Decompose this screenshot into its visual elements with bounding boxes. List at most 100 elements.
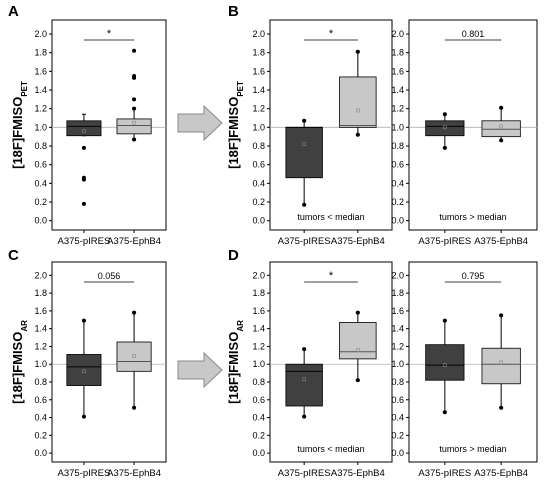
x-category-label: A375-pIRES xyxy=(58,236,111,247)
plot-frame xyxy=(269,19,393,231)
y-tick-label: 1.4 xyxy=(34,324,47,334)
data-point xyxy=(355,132,360,137)
significance-label: * xyxy=(329,270,334,282)
data-point xyxy=(355,49,360,54)
y-tick-label: 1.2 xyxy=(34,341,47,351)
data-point xyxy=(499,138,504,143)
x-category-label: A375-pIRES xyxy=(418,468,471,479)
data-point xyxy=(302,118,307,123)
y-tick-label: 0.4 xyxy=(252,413,265,423)
data-point xyxy=(442,410,447,415)
y-tick-label: 0.6 xyxy=(252,160,265,170)
x-category-label: A375-EphB4 xyxy=(331,468,385,479)
data-point xyxy=(81,201,86,206)
y-tick-label: 0.4 xyxy=(391,413,404,423)
mean-marker xyxy=(356,108,360,113)
y-tick-label: 1.0 xyxy=(391,122,404,132)
significance-label: 0.056 xyxy=(98,271,121,281)
y-tick-label: 0.0 xyxy=(391,216,404,226)
plots-layer: 0.0 0.2 0.4 0.6 0.8 1.0 1.2 1.4 1.6 1.8 2.0 A375-pI… xyxy=(8,3,538,479)
significance-label: 0.795 xyxy=(462,271,485,281)
x-category-label: A375-EphB4 xyxy=(474,236,528,247)
y-tick-label: 0.4 xyxy=(252,178,265,188)
y-tick-label: 2.0 xyxy=(391,29,404,39)
y-tick-label: 1.6 xyxy=(252,66,265,76)
data-point xyxy=(442,112,447,117)
y-tick-label: 0.8 xyxy=(252,141,265,151)
y-tick-label: 0.2 xyxy=(34,430,47,440)
y-tick-label: 1.0 xyxy=(34,122,47,132)
y-tick-label: 0.0 xyxy=(34,216,47,226)
y-tick-label: 0.2 xyxy=(252,197,265,207)
plot-frame xyxy=(408,261,538,463)
y-tick-label: 0.8 xyxy=(391,377,404,387)
y-tick-label: 1.8 xyxy=(34,48,47,58)
box-a375-ephb4 xyxy=(116,310,152,410)
y-tick-label: 1.6 xyxy=(391,306,404,316)
y-tick-label: 0.4 xyxy=(391,178,404,188)
box-a375-ephb4 xyxy=(339,310,377,383)
y-tick-label: 0.0 xyxy=(252,448,265,458)
box-a375-ephb4 xyxy=(339,49,377,137)
y-tick-label: 0.8 xyxy=(391,141,404,151)
iqr-box xyxy=(116,341,152,372)
mean-marker xyxy=(132,120,136,125)
y-tick-label: 0.4 xyxy=(34,178,47,188)
data-point xyxy=(132,310,137,315)
y-tick-label: 1.8 xyxy=(391,48,404,58)
data-point xyxy=(132,97,137,102)
data-point xyxy=(302,414,307,419)
significance-label: * xyxy=(329,28,334,40)
arrows-layer xyxy=(177,104,223,389)
y-tick-label: 0.8 xyxy=(34,377,47,387)
data-point xyxy=(81,318,86,323)
box-a375-pires xyxy=(425,318,465,415)
y-tick-label: 1.6 xyxy=(34,66,47,76)
x-category-label: A375-pIRES xyxy=(278,236,331,247)
y-tick-label: 1.4 xyxy=(252,324,265,334)
y-tick-label: 2.0 xyxy=(34,29,47,39)
mean-marker xyxy=(132,354,136,359)
y-tick-label: 0.2 xyxy=(391,430,404,440)
chart-panel-3: 0.0 0.2 0.4 0.6 0.8 1.0 1.2 1.4 1.6 1.8 2.0 A375-pI… xyxy=(391,19,538,247)
y-tick-label: 0.8 xyxy=(34,141,47,151)
y-axis-label: [18F]FMISOPET xyxy=(226,81,245,169)
iqr-box xyxy=(339,322,377,360)
mean-marker xyxy=(302,377,306,382)
y-tick-label: 1.0 xyxy=(252,359,265,369)
y-tick-label: 1.8 xyxy=(34,288,47,298)
iqr-box xyxy=(285,126,323,179)
y-tick-label: 0.6 xyxy=(252,395,265,405)
box-a375-pires xyxy=(285,347,323,419)
y-tick-label: 1.4 xyxy=(252,85,265,95)
data-point xyxy=(132,75,137,80)
box-a375-pires xyxy=(285,118,323,207)
data-point xyxy=(81,145,86,150)
x-category-label: A375-pIRES xyxy=(278,468,331,479)
data-point xyxy=(132,48,137,53)
y-axis-label: [18F]FMISOPET xyxy=(10,81,29,169)
y-tick-label: 2.0 xyxy=(252,270,265,280)
y-tick-label: 1.8 xyxy=(252,48,265,58)
data-point xyxy=(132,405,137,410)
y-tick-label: 0.0 xyxy=(391,448,404,458)
y-tick-label: 1.6 xyxy=(252,306,265,316)
significance-label: 0.801 xyxy=(462,29,485,39)
plot-frame xyxy=(51,261,167,463)
y-tick-label: 0.6 xyxy=(391,395,404,405)
subgroup-note: tumors > median xyxy=(439,444,506,454)
y-tick-label: 2.0 xyxy=(391,270,404,280)
y-tick-label: 0.6 xyxy=(34,395,47,405)
x-category-label: A375-EphB4 xyxy=(107,468,161,479)
y-tick-label: 1.8 xyxy=(391,288,404,298)
data-point xyxy=(81,414,86,419)
mean-marker xyxy=(302,142,306,146)
y-tick-label: 0.2 xyxy=(391,197,404,207)
y-axis-label: [18F]FMISOAR xyxy=(226,320,245,404)
y-tick-label: 1.4 xyxy=(34,85,47,95)
data-point xyxy=(499,105,504,110)
arrow-right-icon xyxy=(177,104,223,142)
box-a375-pires xyxy=(66,318,102,419)
y-tick-label: 1.0 xyxy=(391,359,404,369)
